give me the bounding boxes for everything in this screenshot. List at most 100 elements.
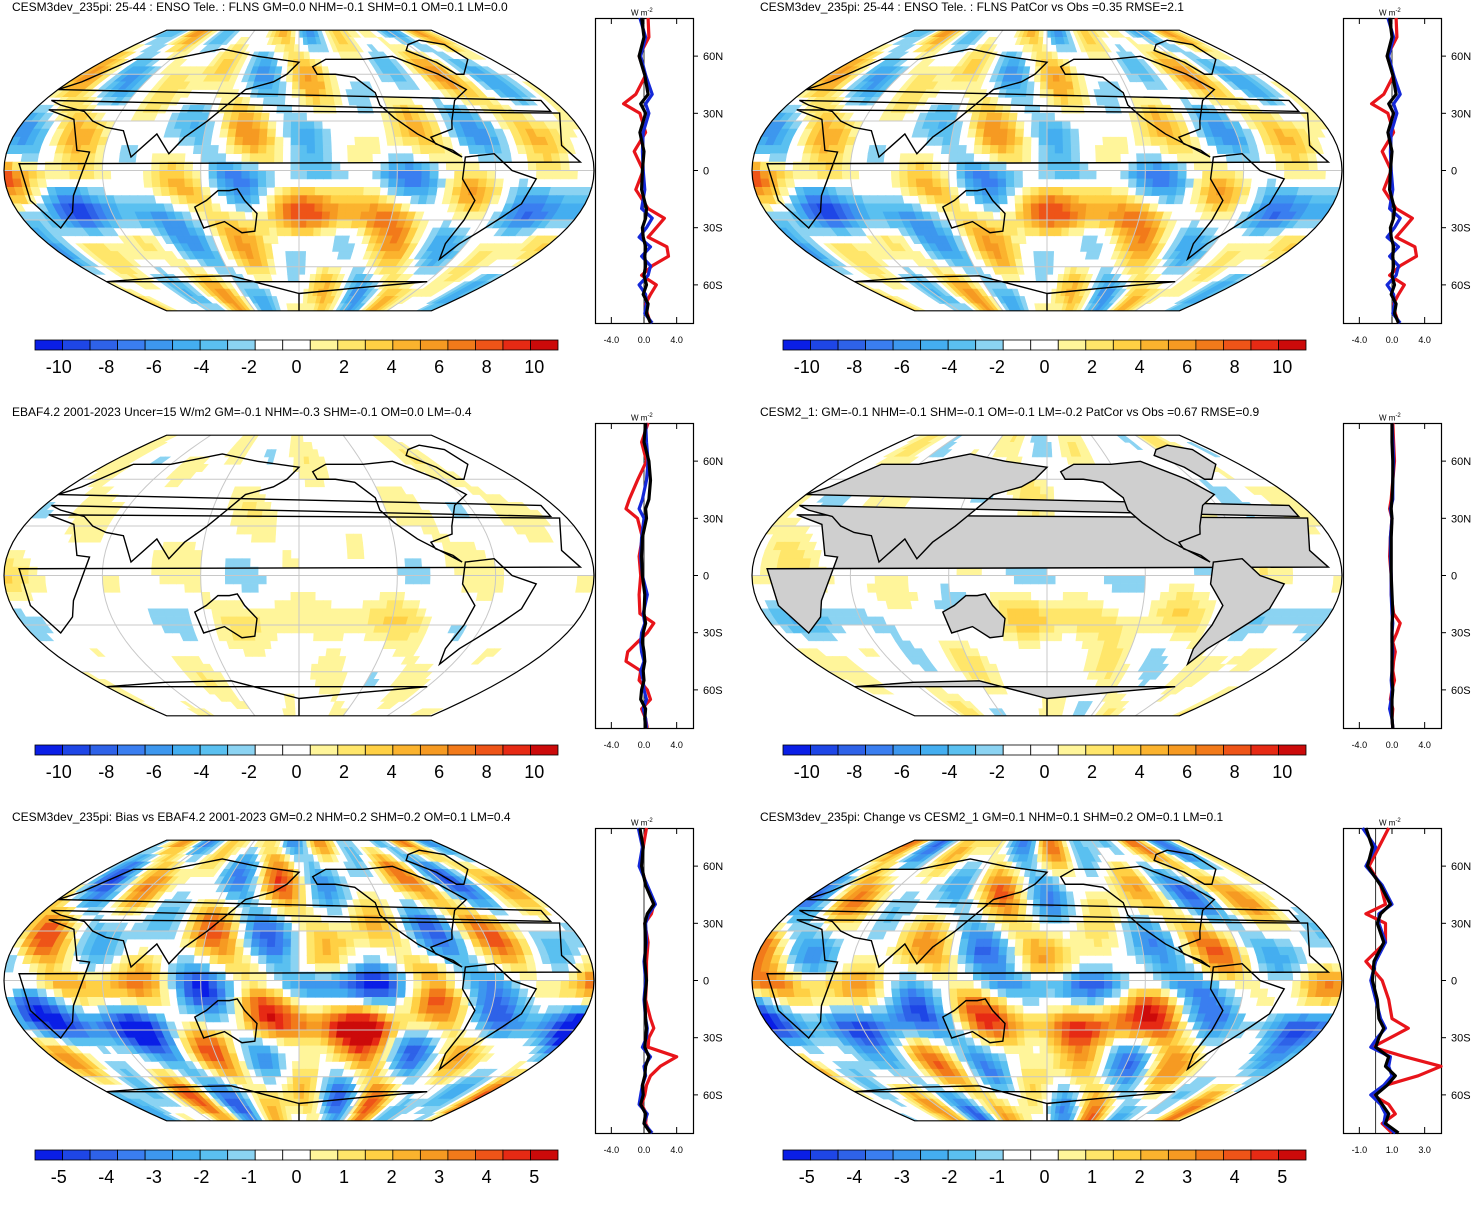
profile-ytick-label: 60N: [703, 51, 723, 63]
colorbar-segment: [1223, 340, 1251, 350]
map-cell: [1202, 171, 1210, 179]
map-cell: [1267, 179, 1276, 187]
map-cell: [307, 137, 315, 145]
map-cell: [1047, 59, 1053, 66]
map-cell: [299, 154, 307, 162]
map-cell: [1070, 129, 1078, 137]
map-cell: [487, 576, 496, 584]
map-cell: [250, 171, 258, 179]
map-cell: [1047, 220, 1055, 228]
map-cell: [347, 550, 356, 558]
map-cell: [1194, 162, 1202, 170]
colorbar-tick-label: 4: [387, 357, 397, 377]
map-cell: [261, 113, 269, 121]
map-cell: [294, 457, 299, 464]
map-cell: [1177, 179, 1186, 187]
map-cell: [1054, 97, 1061, 105]
map-cell: [1031, 204, 1039, 212]
map-cell: [291, 154, 299, 162]
map-cell: [1152, 187, 1161, 195]
map-cell: [1082, 97, 1090, 105]
map-cell: [305, 472, 311, 480]
map-cell: [1023, 187, 1031, 195]
map-cell: [290, 37, 295, 44]
map-cell: [61, 171, 70, 179]
map-cell: [405, 162, 413, 170]
map-cell: [850, 171, 859, 179]
map-cell: [388, 592, 397, 600]
profile-units-text: W m: [1379, 9, 1395, 18]
map-cell: [949, 187, 958, 195]
map-cell: [1039, 30, 1044, 37]
map-cell: [983, 129, 992, 137]
map-cell: [286, 251, 293, 259]
map-cell: [287, 267, 293, 275]
map-cell: [193, 145, 202, 153]
map-cell: [363, 187, 372, 195]
map-cell: [1111, 145, 1120, 153]
map-cell: [478, 584, 487, 592]
map-cell: [1121, 171, 1129, 179]
map-cell: [990, 179, 998, 187]
map-cell: [315, 187, 323, 195]
map-cell: [266, 171, 274, 179]
map-cell: [275, 187, 283, 195]
map-cell: [355, 550, 364, 558]
colorbar-segment: [1113, 340, 1141, 350]
map-cell: [1042, 442, 1047, 449]
map-cell: [1071, 154, 1079, 162]
map-cell: [437, 154, 446, 162]
map-cell: [267, 196, 275, 204]
profile-units-text: W m: [631, 414, 647, 423]
colorbar-segment: [1168, 340, 1196, 350]
map-cell: [306, 97, 313, 105]
map-cell: [916, 171, 924, 179]
colorbar-tick-label: -8: [846, 357, 862, 377]
map-cell: [354, 609, 363, 617]
map-cell: [321, 228, 329, 236]
colorbar-tick-label: 2: [339, 762, 349, 782]
map-cell: [250, 179, 258, 187]
colorbar-segment: [1086, 340, 1114, 350]
map-cell: [471, 576, 480, 584]
map-cell: [250, 187, 259, 195]
map-cell: [345, 212, 354, 220]
map-cell: [1042, 450, 1047, 457]
map-cell: [341, 236, 350, 244]
map-cell: [1085, 212, 1094, 220]
map-cell: [94, 171, 103, 179]
map-cell: [1126, 196, 1135, 204]
map-cell: [1087, 196, 1096, 204]
map-cell: [355, 542, 364, 550]
map-cell: [184, 584, 193, 592]
map-cell: [1011, 97, 1019, 105]
map-cell: [1193, 154, 1202, 162]
map-cell: [1039, 220, 1047, 228]
map-cell: [405, 567, 413, 575]
map-cell: [45, 171, 54, 179]
map-cell: [330, 617, 338, 625]
map-cell: [1036, 274, 1042, 281]
map-cell: [875, 154, 884, 162]
map-cell: [1035, 267, 1041, 275]
map-cell: [272, 82, 280, 90]
map-cell: [266, 145, 274, 153]
map-cell: [251, 129, 260, 137]
map-cell: [275, 137, 283, 145]
map-cell: [908, 171, 916, 179]
map-cell: [1160, 187, 1169, 195]
map-cell: [321, 633, 329, 641]
map-cell: [1170, 171, 1178, 179]
map-cell: [1023, 145, 1031, 153]
map-cell: [1039, 113, 1047, 121]
map-cell: [1032, 228, 1040, 236]
map-cell: [4, 567, 13, 575]
map: [4, 18, 594, 323]
map-cell: [974, 187, 983, 195]
map-cell: [1061, 228, 1069, 236]
map-cell: [1015, 259, 1023, 267]
map-cell: [288, 274, 294, 281]
map-cell: [234, 145, 243, 153]
map-cell: [329, 220, 337, 228]
map-cell: [1145, 171, 1153, 179]
